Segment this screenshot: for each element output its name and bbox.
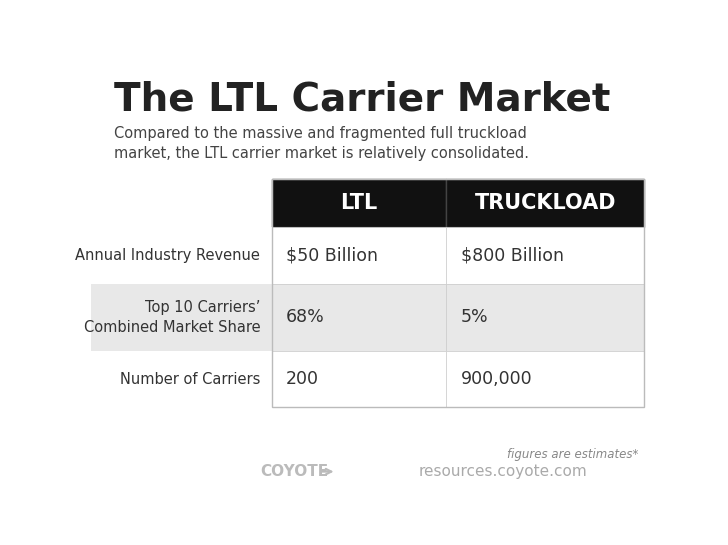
Text: $800 Billion: $800 Billion <box>461 246 563 264</box>
FancyBboxPatch shape <box>446 227 644 283</box>
FancyBboxPatch shape <box>272 227 446 283</box>
FancyBboxPatch shape <box>446 351 644 408</box>
FancyBboxPatch shape <box>446 179 644 227</box>
FancyBboxPatch shape <box>91 351 272 408</box>
Text: TRUCKLOAD: TRUCKLOAD <box>475 193 616 213</box>
FancyBboxPatch shape <box>272 283 446 351</box>
Text: resources.coyote.com: resources.coyote.com <box>419 464 587 479</box>
FancyBboxPatch shape <box>91 227 272 283</box>
FancyBboxPatch shape <box>446 283 644 351</box>
FancyBboxPatch shape <box>91 283 272 351</box>
Text: 200: 200 <box>285 370 319 388</box>
Text: LTL: LTL <box>341 193 378 213</box>
Text: Top 10 Carriers’
Combined Market Share: Top 10 Carriers’ Combined Market Share <box>84 300 261 335</box>
FancyBboxPatch shape <box>272 351 446 408</box>
Text: $50 Billion: $50 Billion <box>285 246 378 264</box>
Text: The LTL Carrier Market: The LTL Carrier Market <box>114 80 610 118</box>
Text: market, the LTL carrier market is relatively consolidated.: market, the LTL carrier market is relati… <box>114 146 529 161</box>
Text: COYOTE: COYOTE <box>260 464 328 479</box>
Text: Compared to the massive and fragmented full truckload: Compared to the massive and fragmented f… <box>114 126 526 141</box>
Text: Number of Carriers: Number of Carriers <box>120 372 261 386</box>
Text: 5%: 5% <box>461 308 488 326</box>
Text: figures are estimates*: figures are estimates* <box>507 448 638 461</box>
FancyBboxPatch shape <box>272 179 446 227</box>
Text: 900,000: 900,000 <box>461 370 532 388</box>
Text: Annual Industry Revenue: Annual Industry Revenue <box>76 248 261 263</box>
Text: 68%: 68% <box>285 308 325 326</box>
